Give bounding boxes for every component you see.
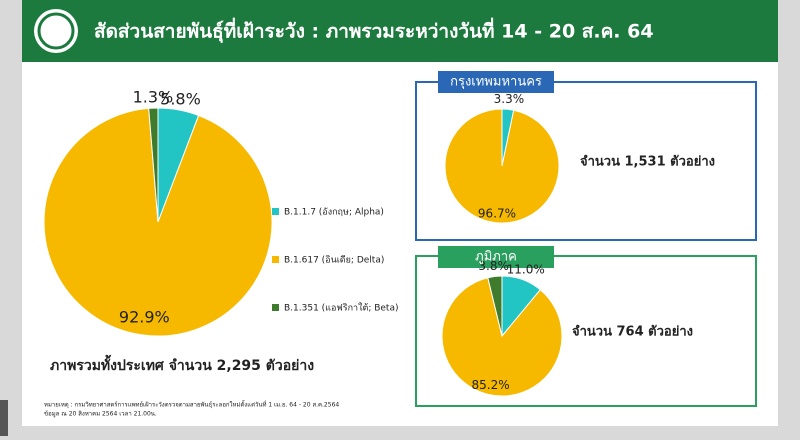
- legend-label: B.1.617 (อินเดีย; Delta): [284, 255, 384, 266]
- value-label: 11.0%: [507, 263, 545, 277]
- pie-slice: [43, 107, 273, 337]
- caption: จำนวน 764 ตัวอย่าง: [572, 324, 693, 340]
- value-label: 92.9%: [119, 307, 170, 326]
- bangkok-tab: [438, 71, 554, 93]
- region-box: [415, 255, 757, 407]
- logo-ring: [37, 12, 75, 50]
- legend-label: B.1.1.7 (อังกฤษ; Alpha): [284, 208, 384, 218]
- value-label: 85.2%: [471, 378, 509, 392]
- legend-label: B.1.351 (แอฟริกาใต้; Beta): [284, 303, 399, 314]
- note: หมายเหตุ : กรมวิทยาศาสตร์การแพทย์เฝ้าระว…: [44, 399, 339, 409]
- region-tab: [438, 246, 554, 268]
- value-label: 5.8%: [160, 90, 201, 109]
- value-label: 3.3%: [494, 92, 525, 106]
- edge: [0, 400, 8, 436]
- pie-slice: [441, 277, 563, 397]
- header-title: สัดส่วนสายพันธุ์ที่เฝ้าระวัง : ภาพรวมระห…: [94, 18, 654, 44]
- note: ข้อมูล ณ 20 สิงหาคม 2564 เวลา 21.00น.: [44, 411, 157, 418]
- caption: จำนวน 1,531 ตัวอย่าง: [580, 154, 715, 170]
- box-title: กรุงเทพมหานคร: [450, 75, 542, 90]
- value-label: 3.8%: [478, 259, 509, 273]
- value-label: 96.7%: [478, 207, 516, 221]
- pie-slice: [444, 108, 560, 224]
- bangkok-box: [415, 81, 757, 241]
- pie-slice: [487, 275, 503, 337]
- legend-swatch: [272, 256, 279, 263]
- legend-swatch: [272, 208, 279, 215]
- legend-swatch: [272, 304, 279, 311]
- caption: ภาพรวมทั้งประเทศ จำนวน 2,295 ตัวอย่าง: [50, 354, 314, 374]
- box-title: ภูมิภาค: [475, 250, 517, 265]
- header-bar: [22, 0, 778, 62]
- value-label: 1.3%: [133, 88, 174, 107]
- logo: [34, 9, 78, 53]
- pie-slice: [148, 107, 159, 223]
